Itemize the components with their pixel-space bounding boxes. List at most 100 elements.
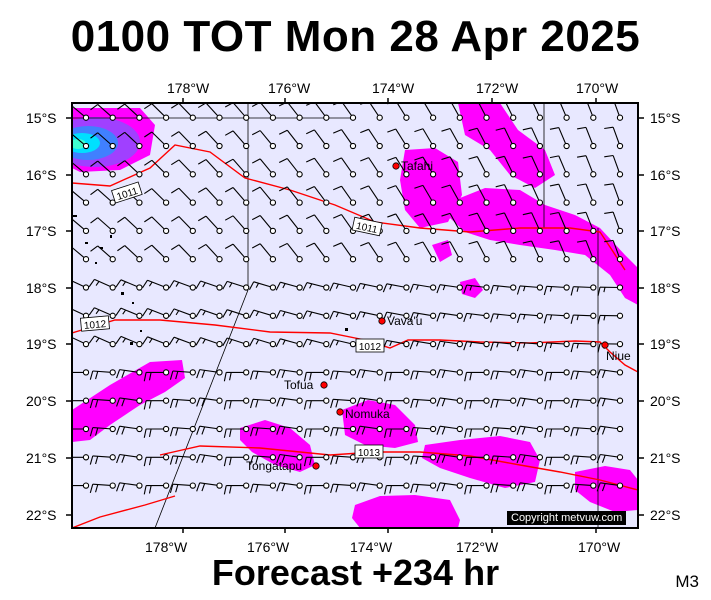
wind-barb [119, 482, 140, 487]
wind-barb-feather [306, 157, 315, 163]
wind-barb-station [510, 482, 517, 489]
place-label-niue: Niue [606, 349, 631, 363]
wind-barb [413, 283, 434, 289]
wind-barb-feather [95, 484, 99, 493]
wind-barb-station [483, 199, 490, 206]
wind-barb-feather [223, 400, 227, 410]
tick-marks [66, 98, 644, 533]
wind-barb [573, 427, 594, 430]
wind-barb [531, 127, 541, 147]
wind-barb [612, 155, 621, 175]
wind-barb-station [616, 454, 624, 461]
wind-barb-feather [171, 159, 180, 166]
wind-barb [253, 337, 274, 345]
wind-barb-feather [441, 127, 451, 132]
place-marker-tongatapu [312, 462, 320, 470]
wind-barb-feather [144, 188, 153, 195]
wind-barb-feather [251, 243, 261, 249]
wind-barb-feather [144, 216, 153, 223]
wind-barb-feather [464, 428, 468, 438]
precipitation-areas [72, 103, 638, 528]
wind-barb-feather [169, 455, 174, 465]
wind-barb-feather [148, 457, 152, 466]
wind-barb-feather [549, 286, 553, 292]
wind-barb [72, 218, 87, 232]
wind-barb-feather [276, 369, 281, 379]
wind-barb [558, 155, 568, 175]
wind-barb-feather [468, 212, 478, 217]
wind-barb-station [376, 142, 383, 150]
wind-barb-feather [64, 133, 71, 139]
wind-barb-feather [122, 338, 127, 343]
wind-barb [147, 279, 167, 289]
wind-barb-feather [436, 369, 441, 379]
wind-barb-feather [229, 428, 232, 437]
place-label-vavau: Vava'u [387, 314, 422, 328]
wind-barb [151, 216, 167, 232]
wind-barb-feather [202, 310, 206, 316]
wind-barb-feather [464, 372, 468, 382]
wind-barb-feather [255, 427, 259, 436]
wind-barb-station [510, 256, 517, 263]
wind-barb-feather [309, 428, 312, 437]
wind-barb-feather [414, 241, 424, 246]
map-frame [71, 102, 639, 529]
wind-barb-feather [596, 454, 601, 464]
wind-barb-feather [549, 211, 559, 215]
wind-barb-feather [549, 183, 559, 187]
wind-barb [252, 427, 273, 430]
longitude-labels-top: 178°W 176°W 174°W 172°W 170°W [167, 80, 619, 96]
wind-barb [368, 157, 381, 175]
wind-barb-station [590, 227, 597, 235]
wind-barb-station [590, 256, 597, 263]
wind-barb-feather [196, 369, 201, 379]
lon-label: 178°W [145, 539, 188, 555]
wind-barb-station [590, 199, 597, 206]
wind-barb [226, 337, 247, 345]
wind-barb-feather [495, 155, 505, 160]
wind-barb-station [376, 284, 383, 291]
wind-barb-station [590, 171, 597, 178]
wind-barb-feather [223, 485, 227, 495]
wind-barb-station [376, 482, 383, 489]
wind-barb-feather [64, 401, 66, 410]
wind-barb-feather [282, 283, 286, 289]
wind-barb-feather [64, 190, 71, 196]
wind-barb [259, 130, 274, 147]
wind-barb-feather [64, 429, 66, 438]
wind-barb-feather [95, 281, 100, 286]
lon-label: 172°W [456, 539, 499, 555]
wind-barb-station [323, 369, 330, 376]
wind-barb [279, 482, 300, 487]
wind-barb-station [323, 482, 330, 489]
wind-barb-feather [251, 103, 260, 107]
wind-barb-feather [281, 370, 286, 379]
wind-barb-feather [224, 187, 234, 193]
wind-barb [313, 186, 327, 203]
wind-barb [546, 314, 567, 317]
wind-barb-station [136, 454, 143, 461]
wind-barb [493, 341, 514, 345]
wind-barb-feather [196, 482, 201, 492]
precip-area [72, 360, 185, 442]
wind-barb-feather [229, 485, 232, 494]
wind-barb-station [109, 284, 116, 291]
wind-barb-station [563, 199, 570, 206]
wind-barb-station [109, 256, 116, 263]
wind-barb-station [216, 171, 223, 178]
wind-barb-feather [469, 485, 473, 494]
wind-barb-station [216, 397, 223, 404]
wind-barb-station [323, 454, 330, 461]
wind-barb-station [136, 312, 143, 319]
wind-barb-feather [414, 156, 424, 161]
wind-barb [72, 246, 87, 260]
wind-barb-station [403, 482, 410, 489]
wind-barb-feather [463, 284, 468, 294]
wind-barb-feather [496, 314, 499, 320]
wind-barb-feather [469, 428, 473, 437]
wind-barb-feather [169, 370, 174, 380]
place-marker-tafahi [392, 162, 400, 170]
wind-barb-feather [604, 126, 614, 130]
wind-barb [279, 453, 300, 458]
